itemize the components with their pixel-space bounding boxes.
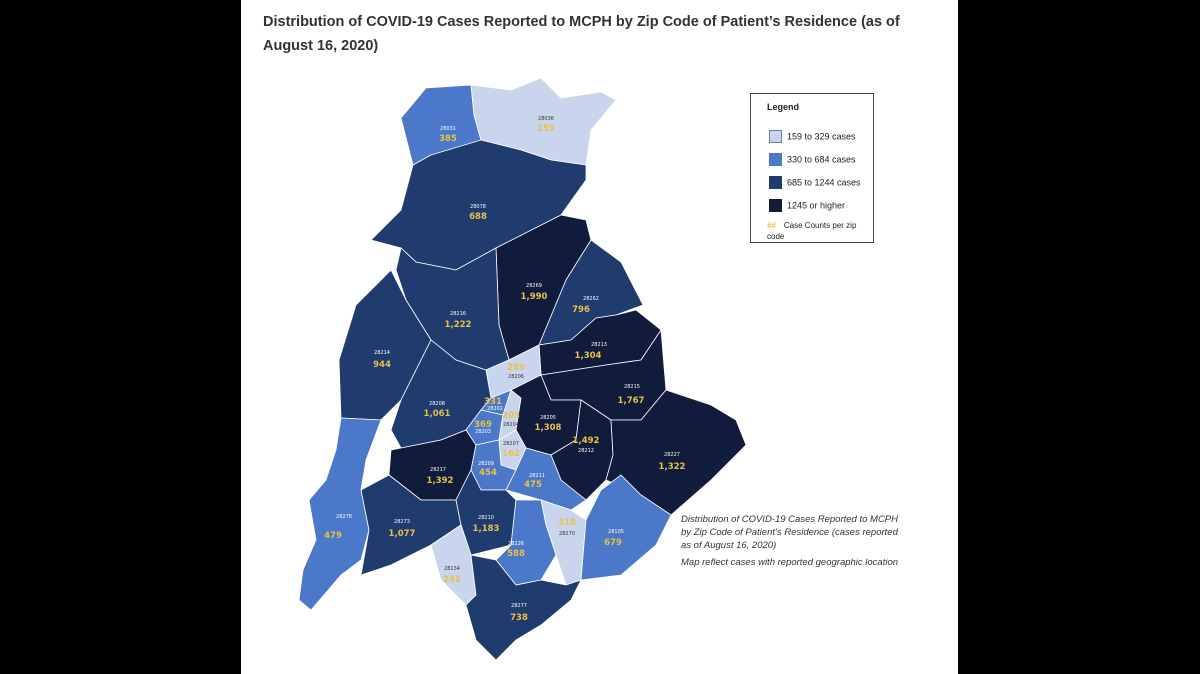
- legend-note-symbol: ##: [767, 221, 776, 230]
- region-28227: [605, 389, 747, 516]
- zip-label: 28226: [508, 541, 524, 547]
- zip-label: 28212: [578, 448, 594, 454]
- count-label: 1,492: [573, 436, 600, 446]
- legend-item: 159 to 329 cases: [769, 130, 856, 143]
- count-label: 1,222: [445, 320, 472, 330]
- legend-note-text: Case Counts per zip code: [767, 221, 857, 241]
- region-28278: [298, 417, 382, 611]
- map-legend: Legend 159 to 329 cases 330 to 684 cases…: [750, 93, 874, 243]
- zip-label: 28031: [440, 126, 456, 132]
- content-panel: Distribution of COVID-19 Cases Reported …: [241, 0, 958, 674]
- count-label: 369: [474, 420, 492, 430]
- count-label: 1,990: [521, 292, 548, 302]
- legend-swatch: [769, 199, 782, 212]
- legend-item: 685 to 1244 cases: [769, 176, 861, 189]
- zip-label: 28216: [450, 311, 466, 317]
- count-label: 1,767: [618, 396, 645, 406]
- zip-label: 28278: [336, 514, 352, 520]
- legend-label: 1245 or higher: [787, 200, 846, 211]
- map-caption: Distribution of COVID-19 Cases Reported …: [681, 513, 901, 573]
- count-label: 331: [484, 397, 502, 407]
- count-label: 318: [558, 518, 576, 528]
- region-28211: [505, 447, 587, 511]
- count-label: 475: [524, 480, 542, 490]
- legend-item: 1245 or higher: [769, 199, 845, 212]
- county-map: 28031 385 28036 159 28078 688 28269 1,99…: [298, 77, 747, 661]
- zip-label: 28273: [394, 519, 410, 525]
- zip-label: 28078: [470, 204, 486, 210]
- region-28277: [465, 554, 582, 661]
- zip-label: 28277: [511, 603, 527, 609]
- count-label: 944: [373, 360, 391, 370]
- count-label: 203: [502, 411, 520, 421]
- zip-label: 28227: [664, 452, 680, 458]
- zip-label: 28270: [559, 531, 575, 537]
- legend-item: 330 to 684 cases: [769, 153, 856, 166]
- count-label: 1,322: [659, 462, 686, 472]
- zip-label: 28217: [430, 467, 446, 473]
- legend-title: Legend: [767, 102, 800, 112]
- zip-label: 28206: [508, 374, 524, 380]
- zip-label: 28205: [540, 415, 556, 421]
- zip-label: 28208: [429, 401, 445, 407]
- zip-label: 28262: [583, 296, 599, 302]
- count-label: 688: [469, 212, 487, 222]
- count-label: 385: [439, 134, 457, 144]
- zip-label: 28207: [503, 441, 519, 447]
- zip-label: 28134: [444, 566, 460, 572]
- zip-label: 28203: [475, 429, 491, 435]
- zip-label: 28105: [608, 529, 624, 535]
- count-label: 588: [507, 549, 525, 559]
- zip-label: 28202: [487, 406, 503, 412]
- zip-label: 28215: [624, 384, 640, 390]
- count-label: 1,077: [389, 529, 416, 539]
- zip-label: 28204: [503, 422, 519, 428]
- legend-label: 685 to 1244 cases: [787, 177, 861, 188]
- count-label: 242: [443, 575, 461, 585]
- legend-note: ## Case Counts per zip code: [767, 220, 871, 242]
- zip-label: 28213: [591, 342, 607, 348]
- count-label: 796: [572, 305, 590, 315]
- count-label: 1,061: [424, 409, 451, 419]
- caption-line-2: Map reflect cases with reported geograph…: [681, 557, 899, 568]
- legend-label: 330 to 684 cases: [787, 154, 856, 165]
- zip-label: 28214: [374, 350, 390, 356]
- count-label: 1,392: [427, 476, 454, 486]
- page-title: Distribution of COVID-19 Cases Reported …: [263, 14, 900, 54]
- legend-swatch: [769, 130, 782, 143]
- count-label: 159: [537, 124, 555, 134]
- count-label: 738: [510, 613, 528, 623]
- caption-line-1: Distribution of COVID-19 Cases Reported …: [681, 514, 898, 551]
- legend-swatch: [769, 176, 782, 189]
- zip-label: 28269: [526, 283, 542, 289]
- region-28105: [580, 474, 672, 581]
- count-label: 679: [604, 538, 622, 548]
- count-label: 1,183: [473, 524, 500, 534]
- count-label: 479: [324, 531, 342, 541]
- zip-label: 28210: [478, 515, 494, 521]
- zip-label: 28209: [478, 461, 494, 467]
- count-label: 162: [502, 449, 520, 459]
- zip-label: 28036: [538, 116, 554, 122]
- legend-swatch: [769, 153, 782, 166]
- count-label: 289: [507, 363, 525, 373]
- count-label: 1,304: [575, 351, 602, 361]
- zip-label: 28211: [529, 473, 545, 479]
- count-label: 454: [479, 468, 497, 478]
- legend-label: 159 to 329 cases: [787, 131, 856, 142]
- count-label: 1,308: [535, 423, 562, 433]
